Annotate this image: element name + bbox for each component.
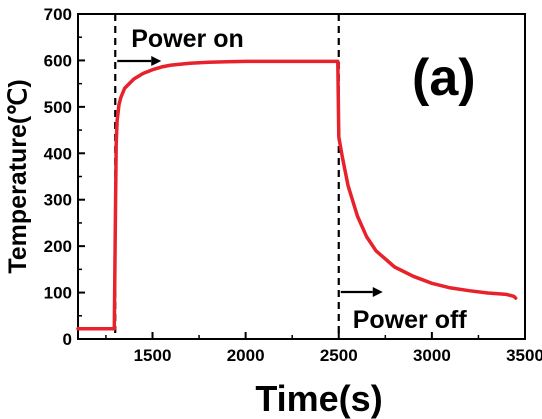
x-tick-label: 2000 [227, 346, 265, 365]
x-tick-label: 3500 [506, 346, 542, 365]
y-axis-title: Temperature(℃) [4, 79, 32, 273]
y-tick-label: 200 [44, 237, 72, 256]
annotation-power-off: Power off [353, 306, 468, 334]
y-tick-label: 400 [44, 144, 72, 163]
y-tick-label: 500 [44, 98, 72, 117]
y-tick-label: 0 [63, 330, 72, 349]
y-tick-label: 700 [44, 5, 72, 24]
y-tick-label: 300 [44, 191, 72, 210]
annotation-power-on: Power on [131, 25, 244, 53]
arrow-head [372, 287, 383, 297]
arrow-head [151, 56, 162, 66]
x-tick-label: 2500 [320, 346, 358, 365]
x-axis-title: Time(s) [255, 378, 382, 419]
x-tick-label: 1500 [134, 346, 172, 365]
x-tick-label: 3000 [413, 346, 451, 365]
temperature-series-line [76, 59, 518, 331]
annotation-arrows [117, 56, 383, 297]
y-tick-label: 100 [44, 284, 72, 303]
y-tick-label: 600 [44, 51, 72, 70]
panel-label: (a) [412, 49, 476, 107]
axis-ticks: 0 100 200 300 400 500 600 700 1500 2000 2500 3000 35… [44, 5, 542, 365]
